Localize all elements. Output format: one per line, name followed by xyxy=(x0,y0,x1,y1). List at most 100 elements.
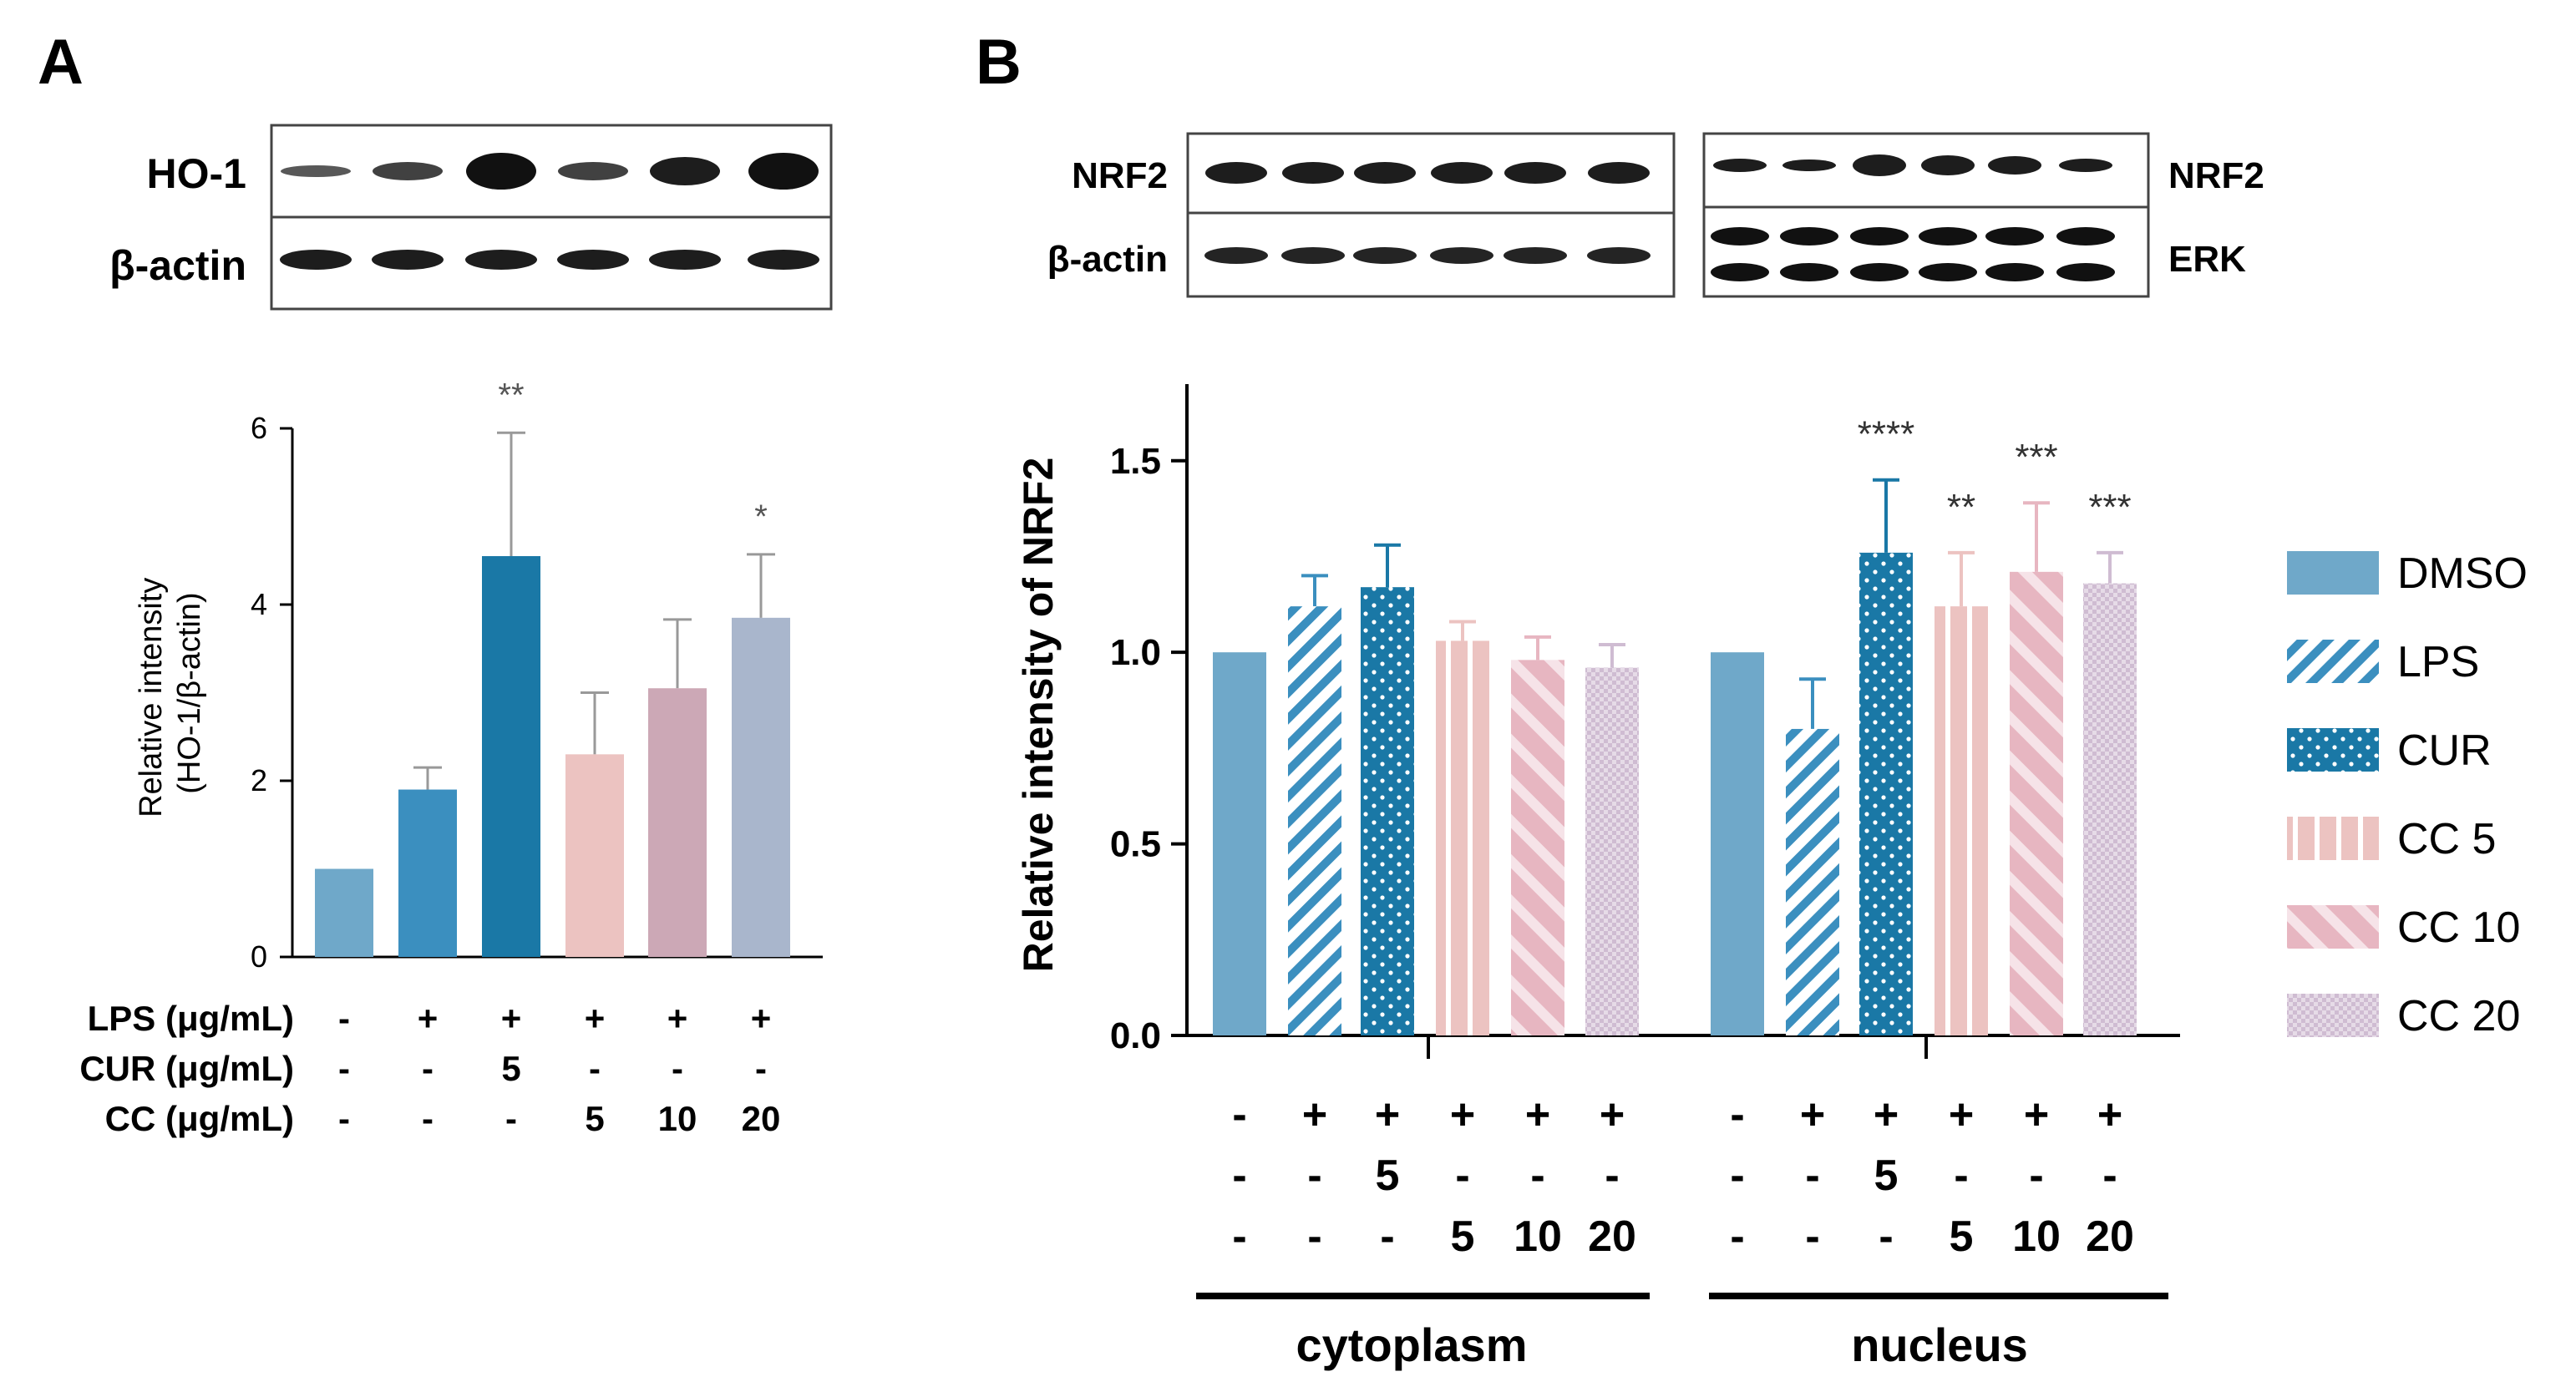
blot-band xyxy=(1985,263,2044,281)
chart-a-condition-mark: - xyxy=(505,1099,517,1138)
blot-band xyxy=(1850,227,1909,245)
blot-band xyxy=(1988,156,2041,175)
chart-b-condition-mark: + xyxy=(1874,1091,1899,1139)
blot-band xyxy=(748,250,819,270)
chart-a-condition-mark: + xyxy=(667,999,688,1038)
chart-b-ytick-label: 0.5 xyxy=(1110,824,1161,865)
blot-band xyxy=(1853,154,1906,176)
chart-a-ytick-label: 4 xyxy=(251,587,267,621)
blot-band xyxy=(1281,247,1345,264)
chart-b-condition-mark: - xyxy=(2029,1152,2043,1200)
chart-b-bar-nucleus-cc-5 xyxy=(1935,606,1988,1035)
chart-b-bar-nucleus-lps xyxy=(1786,728,1839,1035)
chart-b-ytick-label: 1.5 xyxy=(1110,441,1161,482)
blot-band xyxy=(650,157,720,185)
blot-band xyxy=(748,153,819,190)
chart-b-condition-mark: - xyxy=(1730,1091,1744,1139)
blot-band xyxy=(1430,247,1493,264)
chart-b-bar-cytoplasm-dmso xyxy=(1213,652,1266,1035)
blot-band xyxy=(558,162,628,180)
chart-b-ytick-label: 0.0 xyxy=(1110,1015,1161,1056)
blot-band xyxy=(281,165,351,177)
cond-label-cur: CUR (μg/mL) xyxy=(79,1049,294,1088)
chart-a-significance: * xyxy=(754,499,768,535)
chart-b-condition-mark: - xyxy=(2102,1152,2117,1200)
legend-label-cc10: CC 10 xyxy=(2397,904,2520,952)
blot-band xyxy=(1921,155,1975,175)
chart-a-condition-mark: 10 xyxy=(658,1099,697,1138)
chart-b-condition-mark: 5 xyxy=(1376,1152,1400,1200)
chart-b-condition-mark: + xyxy=(1302,1091,1327,1139)
blot-band xyxy=(1588,162,1650,184)
chart-b-bar-nucleus-cc-20 xyxy=(2083,583,2137,1035)
chart-b-condition-mark: - xyxy=(1307,1212,1321,1261)
chart-b-condition-mark: + xyxy=(2097,1091,2122,1139)
blot-a-row-2 xyxy=(270,215,833,311)
blot-band xyxy=(1919,227,1977,245)
chart-b-bar-cytoplasm-cur xyxy=(1361,587,1414,1035)
blot-band xyxy=(1282,162,1344,184)
chart-b-bar-cytoplasm-cc-10 xyxy=(1511,660,1564,1035)
chart-b: 0.00.51.01.5 ************ Relative inten… xyxy=(1015,384,2180,1371)
chart-b-condition-mark: + xyxy=(1800,1091,1825,1139)
chart-b-significance: *** xyxy=(2015,437,2057,478)
blot-band xyxy=(1780,227,1838,245)
blot-band xyxy=(1919,263,1977,281)
blot-band xyxy=(1504,162,1566,184)
blot-band xyxy=(2056,263,2115,281)
chart-a-bar-cur xyxy=(482,555,540,957)
blot-band xyxy=(1204,247,1268,264)
cond-label-cc: CC (μg/mL) xyxy=(105,1099,294,1138)
blot-band xyxy=(466,153,536,190)
chart-b-condition-mark: 5 xyxy=(1874,1152,1899,1200)
blot-a-bands-actin xyxy=(280,250,819,270)
blot-band xyxy=(1850,263,1909,281)
blot-band xyxy=(1711,227,1769,245)
chart-a-ylabel: Relative intensity (HO-1/β-actin) xyxy=(134,569,207,817)
chart-b-condition-mark: + xyxy=(1375,1091,1400,1139)
chart-a-bar-dmso xyxy=(315,868,373,957)
chart-b-bar-cytoplasm-cc-20 xyxy=(1585,667,1639,1035)
chart-b-significance: ** xyxy=(1947,487,1975,528)
chart-b-bar-cytoplasm-cc-5 xyxy=(1436,640,1489,1035)
blot-band xyxy=(1205,162,1267,184)
chart-b-condition-mark: 20 xyxy=(2086,1212,2134,1261)
chart-b-condition-mark: - xyxy=(1232,1212,1246,1261)
legend-swatch-dmso xyxy=(2287,551,2379,595)
blot-band xyxy=(1782,159,1836,171)
blot-band xyxy=(649,250,721,270)
blot-a-label-actin: β-actin xyxy=(109,242,246,289)
chart-b-ytick-label: 1.0 xyxy=(1110,632,1161,673)
chart-a-condition-mark: - xyxy=(422,1099,434,1138)
chart-b-condition-mark: - xyxy=(1730,1212,1744,1261)
legend-swatch-cur xyxy=(2287,728,2379,772)
chart-b-condition-mark: + xyxy=(1949,1091,1974,1139)
group-label-nucleus: nucleus xyxy=(1851,1319,2028,1371)
chart-a-condition-mark: - xyxy=(338,1099,350,1138)
chart-b-condition-mark: 5 xyxy=(1950,1212,1974,1261)
chart-a-condition-mark: + xyxy=(418,999,439,1038)
legend: DMSO LPS CUR CC 5 CC 10 CC 20 xyxy=(2287,549,2528,1040)
blot-band xyxy=(2059,159,2112,172)
blot-band xyxy=(557,250,629,270)
chart-a-condition-mark: 5 xyxy=(501,1049,520,1088)
chart-b-significance: *** xyxy=(2088,487,2131,528)
group-label-cytoplasm: cytoplasm xyxy=(1296,1319,1528,1371)
chart-b-bar-nucleus-cur xyxy=(1859,552,1913,1035)
chart-b-condition-mark: 20 xyxy=(1588,1212,1636,1261)
chart-b-condition-mark: - xyxy=(1730,1152,1744,1200)
blot-b-left-label-nrf2: NRF2 xyxy=(1072,155,1168,196)
blot-a-bands-ho1 xyxy=(281,153,819,190)
blot-a-row-1 xyxy=(270,124,833,219)
blot-a: HO-1 β-actin xyxy=(109,124,833,311)
legend-label-cur: CUR xyxy=(2397,726,2492,775)
chart-b-significance: **** xyxy=(1858,414,1915,455)
blot-b: NRF2 β-actin NRF2 ERK xyxy=(1047,132,2264,298)
chart-b-bar-nucleus-cc-10 xyxy=(2010,571,2063,1035)
chart-a-condition-mark: + xyxy=(751,999,772,1038)
legend-label-dmso: DMSO xyxy=(2397,549,2528,598)
chart-a-condition-mark: 20 xyxy=(742,1099,781,1138)
blot-b-left-label-actin: β-actin xyxy=(1047,239,1168,280)
cond-label-lps: LPS (μg/mL) xyxy=(88,999,294,1038)
chart-b-bar-nucleus-dmso xyxy=(1711,652,1764,1035)
